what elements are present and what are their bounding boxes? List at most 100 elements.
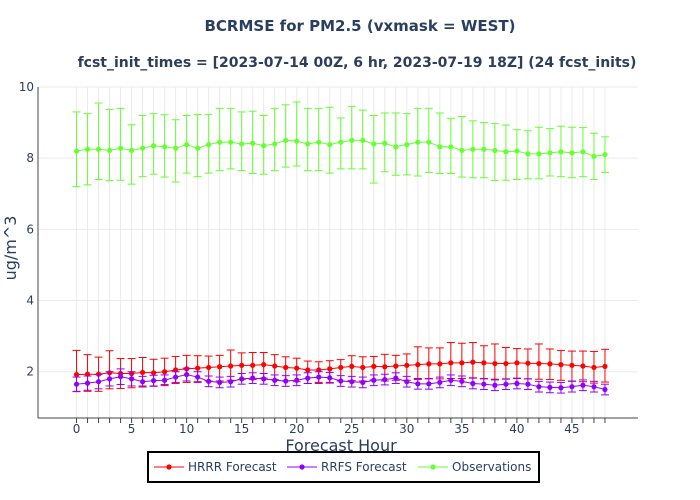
data-point: [426, 139, 432, 145]
data-point: [305, 367, 311, 373]
data-point: [360, 137, 366, 143]
data-point: [338, 364, 344, 371]
legend-swatch-marker: [299, 464, 305, 470]
data-point: [228, 363, 234, 369]
legend-swatch-marker: [430, 464, 436, 470]
data-point: [536, 151, 542, 157]
data-point: [470, 146, 476, 152]
data-point: [349, 379, 355, 385]
data-point: [338, 139, 344, 145]
data-point: [459, 360, 465, 366]
data-point: [117, 145, 124, 151]
data-point: [283, 137, 289, 143]
data-point: [525, 151, 531, 157]
data-point: [481, 360, 487, 366]
data-point: [514, 360, 520, 366]
data-point: [84, 146, 91, 152]
x-tick-label: 25: [344, 422, 359, 436]
data-point: [360, 364, 366, 371]
data-point: [382, 364, 388, 370]
data-point: [250, 375, 256, 381]
data-point: [459, 147, 465, 153]
data-point: [569, 384, 575, 390]
x-tick-label: 30: [399, 422, 414, 436]
data-point: [73, 371, 80, 378]
chart-subtitle: fcst_init_times = [2023-07-14 00Z, 6 hr,…: [78, 55, 637, 71]
data-point: [393, 375, 399, 381]
data-point: [503, 381, 509, 387]
data-point: [415, 362, 421, 368]
x-tick-label: 40: [509, 422, 524, 436]
data-point: [470, 380, 476, 387]
legend-label: Observations: [452, 460, 531, 474]
data-point: [448, 377, 454, 383]
data-point: [360, 379, 366, 386]
data-point: [139, 369, 146, 376]
data-point: [382, 140, 388, 146]
data-point: [150, 378, 157, 384]
y-tick-label: 10: [19, 80, 34, 94]
data-point: [536, 360, 542, 367]
data-point: [580, 363, 586, 369]
data-point: [294, 377, 300, 383]
data-point: [602, 363, 608, 369]
data-point: [184, 142, 190, 148]
data-point: [173, 145, 179, 151]
data-point: [139, 379, 146, 385]
y-tick-label: 6: [26, 222, 34, 236]
data-point: [217, 364, 223, 370]
data-point: [162, 369, 168, 375]
data-point: [602, 152, 608, 158]
data-point: [327, 375, 333, 381]
data-point: [393, 144, 399, 150]
chart-title: BCRMSE for PM2.5 (vxmask = WEST): [204, 17, 515, 35]
data-point: [459, 378, 465, 384]
data-point: [228, 139, 234, 145]
data-point: [525, 360, 531, 366]
data-point: [437, 379, 443, 386]
data-point: [371, 377, 377, 383]
y-tick-label: 2: [26, 365, 34, 379]
data-point: [73, 381, 80, 387]
data-point: [448, 144, 454, 150]
data-point: [272, 377, 278, 383]
data-point: [437, 361, 443, 367]
data-point: [349, 363, 355, 369]
x-tick-label: 45: [564, 422, 579, 436]
data-point: [261, 143, 267, 149]
y-axis-title: ug/m^3: [1, 216, 20, 281]
data-point: [514, 148, 520, 154]
legend-box: [147, 451, 540, 483]
data-point: [371, 363, 377, 369]
data-point: [283, 378, 289, 384]
data-point: [437, 144, 443, 150]
data-point: [448, 360, 454, 366]
data-point: [261, 376, 267, 382]
data-point: [217, 139, 223, 145]
data-point: [503, 360, 509, 367]
data-point: [569, 150, 575, 156]
legend-label: RRFS Forecast: [321, 460, 407, 474]
data-point: [150, 143, 157, 149]
data-point: [393, 363, 399, 369]
data-point: [239, 376, 245, 382]
data-point: [591, 384, 597, 390]
y-tick-label: 4: [26, 294, 34, 308]
data-point: [536, 384, 542, 390]
data-point: [316, 139, 322, 145]
data-point: [492, 147, 498, 153]
data-point: [95, 379, 102, 385]
data-point: [382, 376, 388, 383]
data-point: [106, 147, 113, 153]
data-point: [95, 146, 102, 152]
data-point: [547, 150, 553, 156]
x-tick-label: 5: [128, 422, 136, 436]
data-point: [184, 371, 190, 378]
data-point: [239, 362, 245, 368]
x-tick-label: 10: [179, 422, 194, 436]
data-point: [305, 141, 311, 147]
data-point: [404, 142, 410, 148]
data-point: [404, 379, 410, 385]
data-point: [481, 146, 487, 152]
